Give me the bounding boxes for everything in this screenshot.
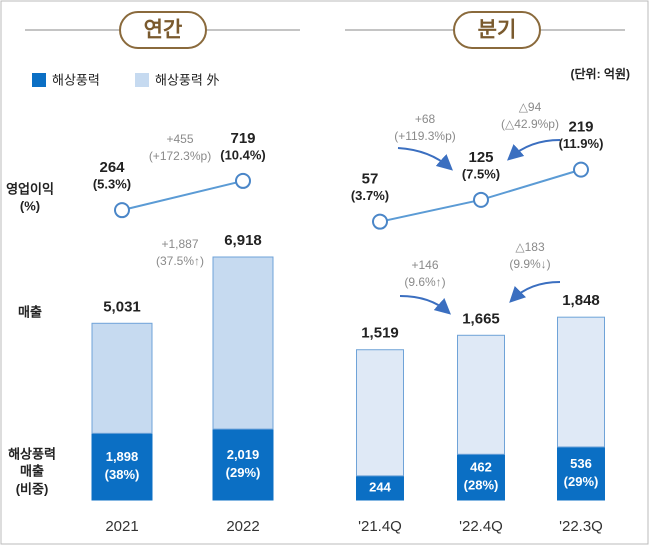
profit-margin-label: (11.9%) [559,136,604,151]
bar-segment [356,349,404,477]
profit-margin-label: (5.3%) [93,177,131,192]
profit-margin-label: (7.5%) [462,166,500,181]
bar-segment [557,446,605,501]
bar-value-label: 2,019 [227,447,260,462]
arrow [507,139,561,161]
bar-value-label: 536 [570,456,592,471]
profit-marker [372,213,388,230]
row-label: 매출 [18,304,42,319]
row-label: 영업이익 [6,181,54,196]
profit-value-label: 219 [568,119,593,136]
profit-margin-label: (3.7%) [351,188,389,203]
bar-segment [212,256,274,430]
row-label: 해상풍력 [8,446,56,461]
bar-segment [457,453,505,501]
bar-value-label: 1,898 [106,449,139,464]
profit-marker [114,202,130,219]
bar-segment [91,322,153,434]
x-tick-label: '22.4Q [459,518,503,535]
total-label: 6,918 [224,232,262,249]
row-label: (%) [20,198,40,213]
quarter-title: 분기 [478,19,517,42]
change-label: (+119.3%p) [394,129,455,143]
bar-share-label: (28%) [464,478,499,493]
arrow [509,281,561,303]
legend-label: 해상풍력 外 [155,72,219,87]
legend-swatch [32,73,46,87]
profit-line [121,179,244,212]
change-label: (9.9%↓) [509,257,550,271]
row-label: (비중) [16,481,49,496]
change-label: △94 [519,100,542,114]
row-label: 매출 [20,463,44,478]
title-pill [453,11,541,49]
legend-swatch [135,73,149,87]
x-tick-label: '21.4Q [358,518,402,535]
change-label: (+172.3%p) [149,149,211,163]
profit-value-label: 264 [99,159,125,176]
x-tick-label: '22.3Q [559,518,603,535]
bar-segment [356,475,404,501]
profit-marker [473,191,489,208]
x-tick-label: 2021 [105,518,138,535]
bar-share-label: (29%) [226,465,261,480]
total-label: 5,031 [103,298,141,315]
profit-value-label: 719 [230,130,255,147]
profit-marker [235,172,251,189]
bar-value-label: 244 [369,479,391,494]
bar-value-label: 462 [470,460,492,475]
change-label: △183 [515,240,545,254]
change-label: +455 [166,132,193,146]
bar-segment [557,316,605,448]
legend-label: 해상풍력 [52,72,100,87]
bar-share-label: (29%) [564,474,599,489]
bar-segment [457,334,505,455]
arrow [399,295,451,315]
profit-margin-label: (10.4%) [220,147,266,162]
total-label: 1,848 [562,292,600,309]
total-label: 1,665 [462,310,500,327]
change-label: (△42.9%p) [501,117,559,131]
arrow [397,147,453,171]
annual-title: 연간 [144,19,183,42]
change-label: +146 [411,258,438,272]
x-tick-label: 2022 [226,518,259,535]
title-pill [119,11,207,49]
total-label: 1,519 [361,325,399,342]
change-label: (37.5%↑) [156,254,204,268]
unit: (단위: 억원) [571,66,630,81]
profit-marker [573,161,589,178]
change-label: (9.6%↑) [404,275,445,289]
change-label: +1,887 [161,237,198,251]
change-label: +68 [415,112,436,126]
profit-value-label: 125 [468,149,493,166]
profit-value-label: 57 [362,171,379,188]
bar-share-label: (38%) [105,467,140,482]
